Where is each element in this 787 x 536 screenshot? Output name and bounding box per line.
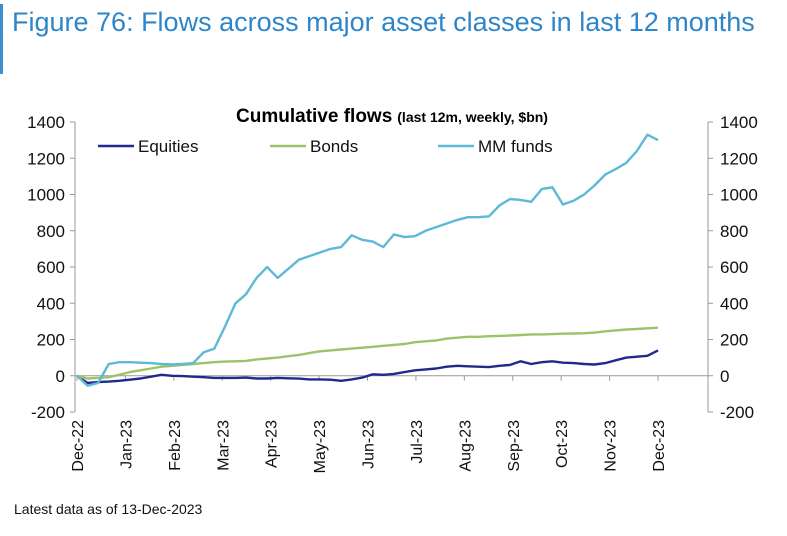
chart-title: Cumulative flows (last 12m, weekly, $bn) bbox=[236, 106, 548, 127]
right-tick-label: 200 bbox=[720, 331, 748, 350]
right-axis-ticks: -200 0 200 400 600 800 1000 1200 1400 bbox=[708, 113, 758, 422]
series-line-mm-funds bbox=[76, 133, 659, 387]
legend-label: MM funds bbox=[478, 137, 553, 156]
x-axis: Dec-22 Jan-23 Feb-23 Mar-23 Apr-23 May-23 Jun-… bbox=[70, 122, 709, 473]
series-lines bbox=[76, 133, 659, 387]
x-tick-label: Oct-23 bbox=[554, 420, 571, 468]
left-tick-label: -200 bbox=[31, 403, 65, 422]
left-tick-label: 1200 bbox=[27, 149, 65, 168]
right-tick-label: 1400 bbox=[720, 113, 758, 132]
x-tick-label: May-23 bbox=[312, 420, 329, 473]
x-tick-label: Aug-23 bbox=[457, 420, 474, 472]
figure-title: Figure 76: Flows across major asset clas… bbox=[12, 7, 755, 37]
legend-label: Bonds bbox=[310, 137, 358, 156]
left-tick-label: 200 bbox=[37, 331, 65, 350]
right-tick-label: 0 bbox=[720, 367, 729, 386]
legend: Equities Bonds MM funds bbox=[98, 137, 553, 156]
right-tick-label: 1000 bbox=[720, 186, 758, 205]
series-line-bonds bbox=[76, 326, 659, 380]
x-tick-label: Jul-23 bbox=[409, 420, 426, 464]
left-tick-label: 1400 bbox=[27, 113, 65, 132]
right-tick-label: 600 bbox=[720, 258, 748, 277]
chart-title-main: Cumulative flows bbox=[236, 106, 392, 127]
x-tick-label: Mar-23 bbox=[215, 420, 232, 471]
right-tick-label: 400 bbox=[720, 294, 748, 313]
left-tick-label: 400 bbox=[37, 294, 65, 313]
x-tick-label: Dec-23 bbox=[651, 420, 668, 472]
x-tick-label: Nov-23 bbox=[603, 420, 620, 472]
x-tick-label: Feb-23 bbox=[167, 420, 184, 471]
left-axis-ticks: -200 0 200 400 600 800 1000 1200 1400 bbox=[27, 113, 75, 422]
x-tick-label: Dec-22 bbox=[70, 420, 87, 472]
footnote: Latest data as of 13-Dec-2023 bbox=[14, 501, 203, 517]
right-tick-label: 1200 bbox=[720, 149, 758, 168]
x-tick-label: Sep-23 bbox=[506, 420, 523, 472]
left-tick-label: 0 bbox=[56, 367, 65, 386]
x-tick-label: Jan-23 bbox=[118, 420, 135, 469]
series-line-equities bbox=[76, 349, 659, 385]
left-tick-label: 1000 bbox=[27, 186, 65, 205]
right-tick-label: -200 bbox=[720, 403, 754, 422]
title-accent-bar bbox=[0, 4, 3, 74]
x-tick-label: Apr-23 bbox=[264, 420, 281, 468]
left-tick-label: 800 bbox=[37, 222, 65, 241]
x-tick-label: Jun-23 bbox=[361, 420, 378, 469]
right-tick-label: 800 bbox=[720, 222, 748, 241]
left-tick-label: 600 bbox=[37, 258, 65, 277]
chart-title-sub: (last 12m, weekly, $bn) bbox=[397, 109, 548, 125]
legend-label: Equities bbox=[138, 137, 198, 156]
